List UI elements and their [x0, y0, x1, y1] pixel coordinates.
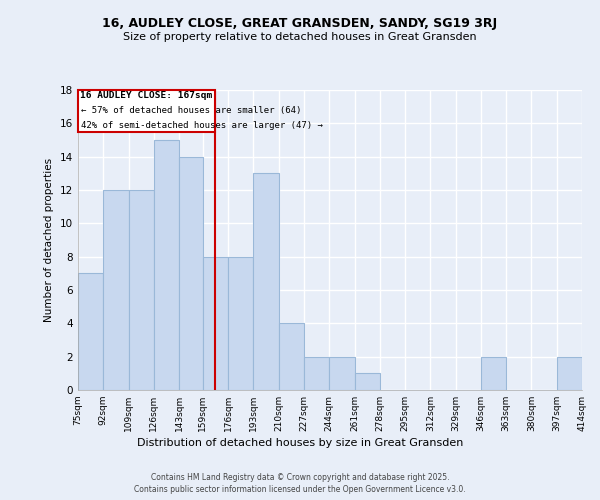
Bar [154, 140, 179, 390]
Bar [228, 256, 253, 390]
Text: Distribution of detached houses by size in Great Gransden: Distribution of detached houses by size … [137, 438, 463, 448]
Bar [253, 174, 279, 390]
Text: Contains public sector information licensed under the Open Government Licence v3: Contains public sector information licen… [134, 485, 466, 494]
Bar [329, 356, 355, 390]
Text: Contains HM Land Registry data © Crown copyright and database right 2025.: Contains HM Land Registry data © Crown c… [151, 472, 449, 482]
Bar [78, 274, 103, 390]
Text: 42% of semi-detached houses are larger (47) →: 42% of semi-detached houses are larger (… [81, 121, 323, 130]
Text: ← 57% of detached houses are smaller (64): ← 57% of detached houses are smaller (64… [81, 106, 301, 115]
Text: 16, AUDLEY CLOSE, GREAT GRANSDEN, SANDY, SG19 3RJ: 16, AUDLEY CLOSE, GREAT GRANSDEN, SANDY,… [103, 18, 497, 30]
Bar [304, 356, 329, 390]
Bar [128, 190, 154, 390]
Bar [179, 156, 203, 390]
Text: 16 AUDLEY CLOSE: 167sqm: 16 AUDLEY CLOSE: 167sqm [80, 92, 212, 100]
Bar [103, 190, 128, 390]
Bar [203, 256, 228, 390]
Y-axis label: Number of detached properties: Number of detached properties [44, 158, 55, 322]
Bar [279, 324, 304, 390]
Bar [557, 356, 582, 390]
Bar [355, 374, 380, 390]
Text: Size of property relative to detached houses in Great Gransden: Size of property relative to detached ho… [123, 32, 477, 42]
FancyBboxPatch shape [78, 90, 215, 132]
Bar [481, 356, 506, 390]
